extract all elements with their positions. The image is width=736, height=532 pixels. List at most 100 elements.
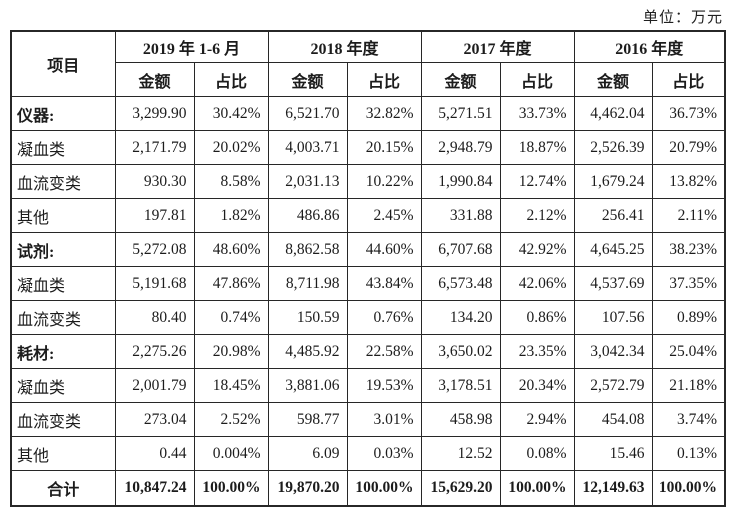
amount-cell: 8,862.58 [267,232,348,267]
amount-cell: 19,870.20 [267,470,348,507]
amount-cell: 3,042.34 [573,334,653,369]
table-row: 凝血类 2,001.79 18.45% 3,881.06 19.53% 3,178.51 2… [10,368,726,403]
amount-cell: 2,171.79 [114,130,195,165]
amount-cell: 4,003.71 [267,130,348,165]
ratio-cell: 1.82% [193,198,269,233]
ratio-header: 占比 [193,62,269,97]
amount-cell: 458.98 [420,402,501,437]
ratio-header: 占比 [499,62,575,97]
ratio-cell: 2.52% [193,402,269,437]
ratio-cell: 48.60% [193,232,269,267]
table-row: 血流变类 930.30 8.58% 2,031.13 10.22% 1,990.84 12.… [10,164,726,199]
amount-cell: 5,272.08 [114,232,195,267]
amount-cell: 15.46 [573,436,653,471]
amount-cell: 598.77 [267,402,348,437]
amount-header: 金额 [420,62,501,97]
amount-cell: 5,271.51 [420,96,501,131]
amount-cell: 3,881.06 [267,368,348,403]
amount-header: 金额 [573,62,653,97]
ratio-header: 占比 [346,62,422,97]
amount-cell: 273.04 [114,402,195,437]
ratio-cell: 30.42% [193,96,269,131]
table-header: 项目 2019 年 1-6 月 2018 年度 2017 年度 2016 年度 … [10,30,726,97]
amount-cell: 4,485.92 [267,334,348,369]
amount-cell: 4,645.25 [573,232,653,267]
ratio-cell: 20.98% [193,334,269,369]
row-label-cell: 血流变类 [10,402,116,437]
revenue-breakdown-table: 项目 2019 年 1-6 月 2018 年度 2017 年度 2016 年度 … [10,30,727,507]
row-label-cell: 仪器: [10,96,116,131]
ratio-cell: 36.73% [651,96,726,131]
amount-cell: 134.20 [420,300,501,335]
amount-cell: 4,462.04 [573,96,653,131]
table-row: 其他 0.44 0.004% 6.09 0.03% 12.52 0.08% 15.46 0.13… [10,436,726,471]
ratio-cell: 100.00% [346,470,422,507]
ratio-cell: 20.02% [193,130,269,165]
amount-cell: 2,001.79 [114,368,195,403]
table-row: 试剂: 5,272.08 48.60% 8,862.58 44.60% 6,707.68 4… [10,232,726,267]
table-row: 凝血类 5,191.68 47.86% 8,711.98 43.84% 6,573.48 4… [10,266,726,301]
table-body: 仪器: 3,299.90 30.42% 6,521.70 32.82% 5,271.51 3… [10,96,726,507]
period-header-2017: 2017 年度 [420,30,575,63]
amount-cell: 15,629.20 [420,470,501,507]
amount-cell: 80.40 [114,300,195,335]
amount-cell: 0.44 [114,436,195,471]
ratio-cell: 0.89% [651,300,726,335]
table-row: 仪器: 3,299.90 30.42% 6,521.70 32.82% 5,271.51 3… [10,96,726,131]
ratio-cell: 8.58% [193,164,269,199]
ratio-cell: 38.23% [651,232,726,267]
amount-cell: 486.86 [267,198,348,233]
amount-cell: 3,299.90 [114,96,195,131]
row-label-cell: 凝血类 [10,266,116,301]
amount-cell: 2,275.26 [114,334,195,369]
ratio-cell: 19.53% [346,368,422,403]
ratio-cell: 18.87% [499,130,575,165]
amount-cell: 2,572.79 [573,368,653,403]
row-label-cell: 试剂: [10,232,116,267]
row-label-cell: 耗材: [10,334,116,369]
row-label-cell: 其他 [10,198,116,233]
amount-cell: 8,711.98 [267,266,348,301]
ratio-cell: 0.76% [346,300,422,335]
amount-cell: 2,948.79 [420,130,501,165]
table-row: 血流变类 80.40 0.74% 150.59 0.76% 134.20 0.86% 107.… [10,300,726,335]
amount-cell: 5,191.68 [114,266,195,301]
period-header-row: 项目 2019 年 1-6 月 2018 年度 2017 年度 2016 年度 [10,30,726,97]
amount-cell: 3,178.51 [420,368,501,403]
ratio-cell: 2.12% [499,198,575,233]
ratio-cell: 0.13% [651,436,726,471]
ratio-cell: 100.00% [499,470,575,507]
ratio-cell: 20.34% [499,368,575,403]
table-row: 耗材: 2,275.26 20.98% 4,485.92 22.58% 3,650.02 2… [10,334,726,369]
table-row: 凝血类 2,171.79 20.02% 4,003.71 20.15% 2,948.79 1… [10,130,726,165]
ratio-cell: 2.94% [499,402,575,437]
amount-cell: 930.30 [114,164,195,199]
ratio-cell: 20.15% [346,130,422,165]
row-label-cell: 合计 [10,470,116,507]
ratio-cell: 2.45% [346,198,422,233]
ratio-cell: 37.35% [651,266,726,301]
amount-cell: 3,650.02 [420,334,501,369]
table-row: 其他 197.81 1.82% 486.86 2.45% 331.88 2.12% 256.4… [10,198,726,233]
sub-header-row: 金额 占比 金额 占比 金额 占比 金额 占比 [11,62,726,97]
ratio-cell: 47.86% [193,266,269,301]
amount-cell: 107.56 [573,300,653,335]
amount-cell: 150.59 [267,300,348,335]
ratio-cell: 2.11% [651,198,726,233]
amount-cell: 6,707.68 [420,232,501,267]
amount-cell: 256.41 [573,198,653,233]
unit-label: 单位：万元 [642,10,723,26]
ratio-cell: 3.74% [651,402,726,437]
row-label-cell: 其他 [10,436,116,471]
period-header-2019: 2019 年 1-6 月 [114,30,269,63]
amount-cell: 454.08 [573,402,653,437]
amount-cell: 2,031.13 [267,164,348,199]
ratio-cell: 43.84% [346,266,422,301]
amount-cell: 2,526.39 [573,130,653,165]
row-label-cell: 凝血类 [10,368,116,403]
ratio-cell: 100.00% [193,470,269,507]
amount-cell: 6,521.70 [267,96,348,131]
amount-cell: 197.81 [114,198,195,233]
amount-cell: 1,679.24 [573,164,653,199]
